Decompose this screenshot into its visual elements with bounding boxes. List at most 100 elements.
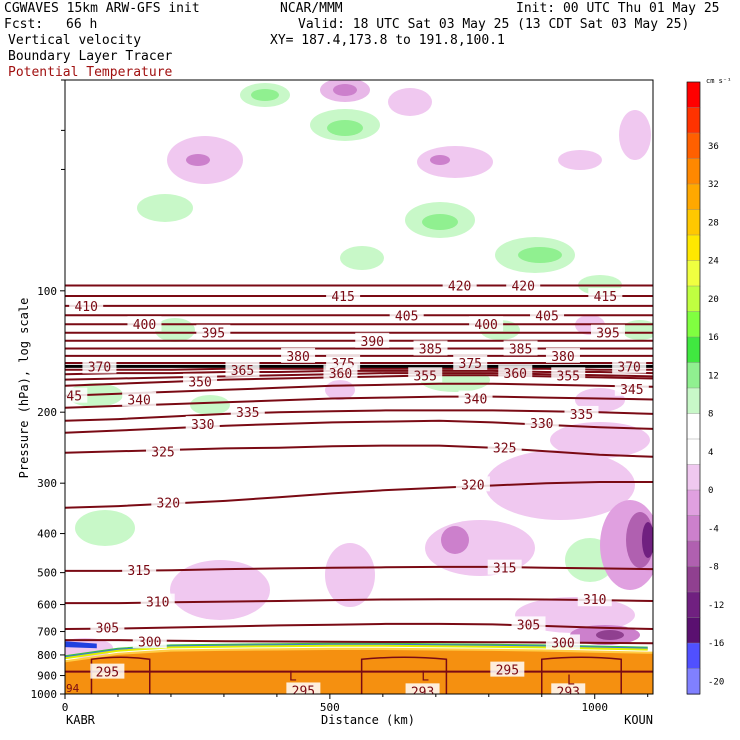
theta-contour-305 [65,622,653,630]
w-up-blob [327,120,363,136]
theta-label: 320 [157,497,180,512]
theta-label: 315 [127,564,150,579]
theta-label: 375 [459,357,482,372]
plot-frame [64,79,654,695]
colorbar-tick-label: -4 [708,524,719,534]
theta-label: 300 [551,636,574,651]
w-down-blob [596,630,624,640]
theta-label: 395 [596,327,619,342]
theta-label-bg [225,361,260,377]
theta-label-bg [614,380,649,396]
theta-label-bg [590,324,625,340]
theta-label-bg [122,561,157,577]
colorbar-tick-label: 4 [708,448,713,458]
w-down-blob [558,150,602,170]
colorbar-swatch [686,311,701,338]
header-field-boundary-layer-tracer: Boundary Layer Tracer [8,49,173,64]
theta-label: 420 [511,279,534,294]
colorbar-tick-label: 0 [708,486,713,496]
theta-label-bg [413,340,448,356]
theta-label: 390 [361,335,384,350]
theta-label: 355 [557,369,580,384]
colorbar-swatch [686,642,701,670]
header-init: Init: 00 UTC Thu 01 May 25 [516,1,720,16]
theta-label: 295 [496,664,519,679]
colorbar-swatch [686,158,701,185]
colorbar-swatch [686,260,701,287]
w-up-blob [422,214,458,230]
theta-label: 325 [493,442,516,457]
theta-label: 330 [191,418,214,433]
colorbar-swatch [686,489,701,517]
w-down-blob [388,88,432,116]
theta-label-bg [408,367,443,383]
colorbar-swatch [686,183,701,211]
theta-label-bg [185,416,220,432]
w-down-blob [325,380,355,400]
theta-label-bg [389,307,424,323]
theta-label: 300 [138,635,161,650]
header-fcst-label: Fcst: [4,17,44,32]
theta-label-bg [65,387,88,403]
theta-label-bg [132,633,167,649]
colorbar-frame [686,81,701,695]
x-end-label-left: KABR [66,713,96,727]
theta-label: 405 [535,309,558,324]
theta-label-bg [196,324,231,340]
colorbar-swatch [686,387,701,415]
w-down-blob [619,110,651,160]
theta-label: 345 [620,383,643,398]
y-tick-label: 700 [37,626,57,639]
theta-contour-315 [65,565,653,572]
theta-label-bg [524,415,559,431]
x-end-label-right: KOUN [624,713,653,727]
theta-label-bg [122,391,157,407]
colorbar-swatch [686,209,701,236]
theta-label-bg [326,287,361,303]
x-axis-title: Distance (km) [321,713,415,727]
corner-label: 94 [66,682,80,695]
theta-label-bg [286,682,321,694]
theta-label: 310 [583,593,606,608]
colorbar-swatch [686,132,701,160]
colorbar-tick-label: -20 [708,677,724,687]
y-tick-label: 800 [37,649,57,662]
colorbar-tick-label: 28 [708,218,719,228]
header-field-vertical-velocity: Vertical velocity [8,33,142,48]
x-tick-label: 1000 [581,701,608,714]
bl-tracer-edge-blue [65,641,97,649]
theta-label: 305 [517,618,540,633]
theta-label-bg [140,593,175,609]
theta-label-bg [355,332,390,348]
low-marker: L [421,670,429,685]
header-field-potential-temperature: Potential Temperature [8,65,173,80]
w-up-blob [137,194,193,222]
header-xy: XY= 187.4,173.8 to 191.8,100.1 [270,33,505,48]
colorbar-swatch [686,336,701,364]
y-tick-label: 600 [37,599,57,612]
colorbar-tick-label: -12 [708,601,724,611]
theta-label-bg [511,616,546,632]
w-up-blob [251,89,279,101]
w-down-blob [550,422,650,458]
theta-label-bg [281,347,316,363]
theta-label: 340 [464,393,487,408]
colorbar-tick-label: 32 [708,180,719,190]
w-down-blob [441,526,469,554]
theta-label: 350 [188,376,211,391]
theta-label: 410 [74,300,97,315]
theta-label: 295 [292,684,315,699]
colorbar-tick-label: 20 [708,295,719,305]
colorbar-swatch [686,515,701,542]
theta-label-bg [564,405,599,421]
theta-label: 365 [231,364,254,379]
theta-label-bg [588,287,623,303]
theta-label: 380 [551,350,574,365]
colorbar-swatch [686,668,701,695]
theta-label: 370 [88,360,111,375]
theta-label-bg [612,358,647,374]
header-model: CGWAVES 15km ARW-GFS init [4,1,200,16]
colorbar-unit: cm s⁻¹ [706,77,731,85]
w-up-blob [518,247,562,263]
